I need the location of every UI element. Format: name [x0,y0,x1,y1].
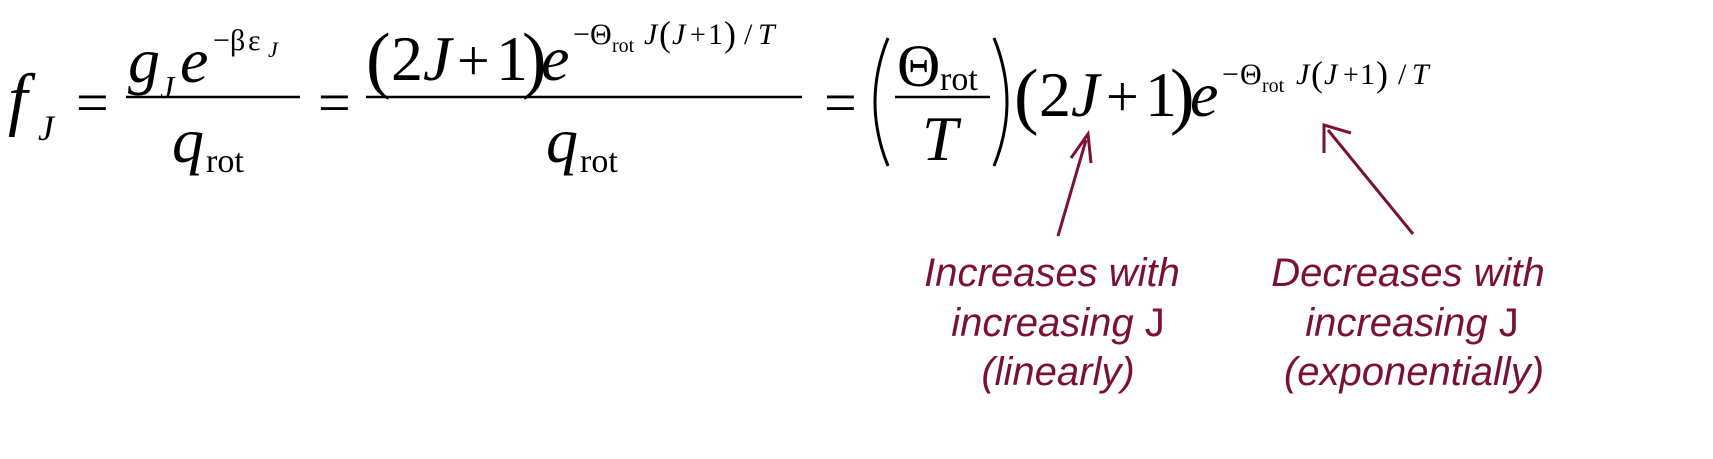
arrow-exponential-shaft [1326,129,1415,235]
annotation-linear-line2-prefix: increasing [951,301,1144,345]
equals-sign-2: = [318,70,351,135]
term2-plus: + [457,28,490,93]
lhs-subscript: J [38,108,56,148]
term1-exp-beta: β [230,24,245,57]
term2-exp-J: J [644,18,659,51]
term2-exp-lparen: ( [659,14,671,54]
term3-exp-J: J [1296,58,1311,91]
term3-J: J [1071,59,1102,130]
term3-T: T [922,103,962,174]
term3-one: 1 [1145,59,1177,130]
term3-exp-slash: / [1398,58,1407,91]
term3-exp-minus: − [1222,58,1239,91]
term3-lparen: ( [1014,55,1039,137]
term2-e: e [541,23,569,94]
term1: g J e − β ε J q rot [126,24,300,180]
term3-exp-lparen: ( [1311,54,1323,94]
term3-theta: Θ [897,33,940,99]
term2-one: 1 [496,23,528,94]
annotation-exponential-line1: Decreases with [1271,251,1544,295]
term1-exp-epsilon: ε [248,24,261,57]
term1-e: e [180,25,208,96]
lhs-f: f [8,61,36,138]
term2-numerator: ( 2 J + 1 ) e − Θ rot J ( J + 1 ) / T [366,14,777,101]
annotation-linear: Increases with increasing J (linearly) [924,251,1180,394]
term2: ( 2 J + 1 ) e − Θ rot J ( J + 1 ) / T q … [366,14,802,180]
annotation-linear-line2: increasing J [951,301,1164,345]
term2-J: J [423,23,454,94]
term2-exp-J2: J [672,18,687,51]
annotation-exponential: Decreases with increasing J (exponential… [1271,251,1544,394]
arrow-exponential-head [1322,122,1352,153]
term3-exp-plus: + [1343,60,1359,91]
term2-two: 2 [391,23,423,94]
equals-sign-1: = [76,70,109,135]
term1-g-sub: J [160,69,176,105]
term2-exp-slash: / [744,18,753,51]
annotation-exponential-line2: increasing J [1305,301,1518,345]
term3-exp-J2: J [1324,58,1339,91]
term3-exp-T: T [1412,58,1431,91]
term1-q: q [172,105,204,176]
term3-theta-sub: rot [940,61,978,98]
term2-exp-T: T [758,18,777,51]
term3-plus: + [1106,64,1139,129]
term2-exp-plus: + [690,20,706,51]
term3-rparen: ) [1170,55,1195,137]
term3-exp-one: 1 [1360,58,1375,91]
lhs: f J [8,61,56,148]
term3: Θ rot T ( 2 J + 1 ) e − Θ rot J ( J + 1 … [873,33,1431,174]
term3-big-rparen [992,37,1009,167]
term2-exp-one: 1 [708,18,723,51]
term2-exp-theta-sub: rot [612,35,635,57]
term3-two: 2 [1039,59,1071,130]
term1-g: g [128,25,160,96]
term2-q: q [546,105,578,176]
annotation-linear-line2-var: J [1145,301,1165,345]
annotation-exponential-line2-var: J [1499,301,1519,345]
arrow-linear [1056,129,1093,237]
annotation-linear-line3: (linearly) [981,350,1134,394]
term2-exp-rparen: ) [724,14,736,54]
term1-q-sub: rot [206,143,244,180]
term2-denominator: q rot [546,105,618,180]
term3-exp-theta: Θ [1240,58,1262,91]
term2-lparen: ( [366,19,391,101]
arrow-linear-head [1069,129,1093,164]
term1-exp-minus: − [213,24,230,57]
term1-exp-sub: J [268,37,279,62]
term1-denominator: q rot [172,105,244,180]
arrow-linear-shaft [1056,139,1088,237]
annotation-linear-line1: Increases with [924,251,1180,295]
term2-exp-theta: Θ [590,18,612,51]
term3-big-lparen [873,37,890,167]
annotation-exponential-line2-prefix: increasing [1305,301,1498,345]
arrow-exponential [1322,122,1415,235]
term2-rparen: ) [522,19,547,101]
equals-sign-3: = [824,70,857,135]
term3-exp-rparen: ) [1376,54,1388,94]
term3-fraction-numerator: Θ rot [897,33,978,99]
term3-exp-theta-sub: rot [1262,75,1285,97]
term3-e: e [1190,59,1218,130]
term1-numerator: g J e − β ε J [128,24,279,105]
term2-exp-minus: − [573,18,590,51]
term2-q-sub: rot [580,143,618,180]
annotation-exponential-line3: (exponentially) [1284,350,1544,394]
